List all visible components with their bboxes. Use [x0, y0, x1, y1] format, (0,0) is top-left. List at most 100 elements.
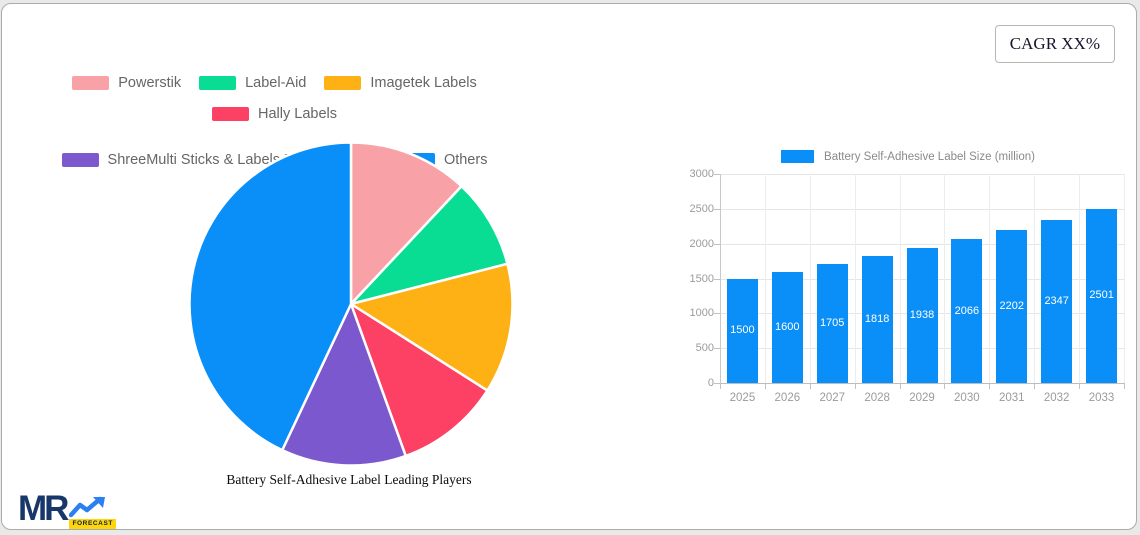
- bar-2027[interactable]: [816, 264, 848, 383]
- x-tick-mark: [1124, 383, 1125, 389]
- bar-legend-label: Battery Self-Adhesive Label Size (millio…: [824, 150, 1035, 163]
- legend-swatch: [324, 76, 362, 90]
- gridline-x: [989, 174, 990, 383]
- gridline-x: [1124, 174, 1125, 383]
- x-tick-mark: [765, 383, 766, 389]
- bar-value-2033: 2501: [1089, 289, 1114, 302]
- x-tick-mark: [944, 383, 945, 389]
- gridline-x: [1079, 174, 1080, 383]
- y-axis-label-0: 0: [707, 377, 714, 389]
- y-axis-label-1500: 1500: [689, 273, 714, 285]
- logo-arrow-block: FORECAST: [69, 495, 116, 529]
- bar-value-2028: 1818: [864, 313, 890, 326]
- y-tick-mark: [714, 279, 720, 280]
- y-tick-mark: [714, 244, 720, 245]
- legend-swatch: [61, 153, 99, 167]
- bar-2033[interactable]: [1086, 208, 1118, 383]
- y-tick-mark: [714, 209, 720, 210]
- y-axis-line: [720, 174, 721, 384]
- chart-card: CAGR XX% Powerstik Label-Aid Imagetek Labe…: [1, 3, 1137, 530]
- x-tick-mark: [855, 383, 856, 389]
- cagr-label: CAGR XX%: [1009, 34, 1100, 53]
- gridline-y-2500: [720, 209, 1124, 210]
- gridline-y-3000: [720, 174, 1124, 175]
- bar-value-2032: 2347: [1044, 294, 1069, 307]
- bar-value-2026: 1600: [775, 320, 800, 333]
- legend-label: Imagetek Labels: [370, 75, 477, 91]
- gridline-x: [900, 174, 901, 383]
- bar-2030[interactable]: [951, 239, 983, 383]
- y-axis-label-3000: 3000: [689, 168, 714, 180]
- bar-value-2029: 1938: [909, 309, 935, 321]
- x-axis-label-2030: 2030: [954, 392, 980, 404]
- bar-2025[interactable]: [726, 278, 758, 383]
- gridline-x: [855, 174, 856, 383]
- pie-slice-powerstik[interactable]: [349, 141, 463, 306]
- pie-slice-shreemulti-sticks-labels-private-limited[interactable]: [280, 302, 407, 467]
- x-axis-label-2028: 2028: [864, 392, 890, 404]
- bar-2026[interactable]: [771, 271, 803, 383]
- legend-label: Label-Aid: [245, 75, 307, 91]
- bar-legend-swatch: [781, 150, 815, 163]
- y-axis-label-2000: 2000: [689, 238, 714, 250]
- x-axis-label-2025: 2025: [729, 392, 756, 404]
- bar-legend-item[interactable]: Battery Self-Adhesive Label Size (millio…: [682, 150, 1134, 163]
- bar-2028[interactable]: [861, 256, 893, 383]
- x-tick-mark: [720, 383, 721, 389]
- x-tick-mark: [810, 383, 811, 389]
- logo-text: MR: [18, 489, 69, 528]
- x-tick-mark: [1034, 383, 1035, 389]
- bar-value-2030: 2066: [954, 304, 980, 317]
- y-axis-label-500: 500: [695, 342, 714, 354]
- y-tick-mark: [714, 313, 720, 314]
- trend-arrow-icon: [69, 496, 106, 518]
- x-tick-mark: [900, 383, 901, 389]
- pie-chart: [188, 141, 514, 467]
- bar-value-2025: 1500: [730, 324, 755, 337]
- bar-2032[interactable]: [1041, 219, 1073, 383]
- x-tick-mark: [989, 383, 990, 389]
- x-tick-mark: [1079, 383, 1080, 389]
- pie-slice-imagetek-labels[interactable]: [349, 262, 514, 392]
- y-tick-mark: [714, 174, 720, 175]
- pie-slice-hally-labels[interactable]: [349, 302, 489, 458]
- legend-item-powerstik[interactable]: Powerstik: [72, 75, 181, 91]
- mr-forecast-logo: MR FORECAST: [18, 489, 116, 529]
- x-axis-label-2026: 2026: [774, 392, 801, 404]
- x-axis-label-2032: 2032: [1043, 392, 1070, 404]
- bar-2031[interactable]: [996, 229, 1028, 383]
- x-axis-label-2029: 2029: [909, 392, 935, 404]
- legend-label: Others: [443, 152, 488, 168]
- bar-2029[interactable]: [906, 248, 938, 383]
- x-axis-label-2033: 2033: [1088, 392, 1115, 404]
- y-tick-mark: [714, 348, 720, 349]
- gridline-x: [1034, 174, 1035, 383]
- gridline-x: [944, 174, 945, 383]
- legend-item-imagetek-labels[interactable]: Imagetek Labels: [324, 75, 477, 91]
- legend-item-label-aid[interactable]: Label-Aid: [199, 75, 306, 91]
- pie-svg: [188, 141, 514, 467]
- pie-chart-title: Battery Self-Adhesive Label Leading Play…: [226, 472, 472, 487]
- gridline-x: [810, 174, 811, 383]
- pie-slice-label-aid[interactable]: [349, 185, 509, 306]
- bar-chart: Battery Self-Adhesive Label Size (millio…: [682, 144, 1134, 414]
- y-tick-mark: [714, 383, 720, 384]
- legend-label: Hally Labels: [258, 106, 337, 122]
- gridline-y-2000: [720, 244, 1124, 245]
- legend-swatch: [199, 76, 237, 90]
- legend-item-hally-labels[interactable]: Hally Labels: [212, 106, 337, 122]
- x-axis-label-2027: 2027: [819, 392, 846, 404]
- pie-slice-others[interactable]: [188, 141, 353, 452]
- y-axis-label-2500: 2500: [689, 203, 714, 215]
- legend-swatch: [212, 107, 249, 121]
- y-axis-label-1000: 1000: [689, 307, 714, 319]
- cagr-badge: CAGR XX%: [994, 25, 1115, 63]
- logo-subtext: FORECAST: [69, 519, 116, 529]
- legend-label: Powerstik: [118, 75, 182, 91]
- gridline-y-0: [720, 383, 1124, 384]
- x-axis-label-2031: 2031: [998, 392, 1025, 404]
- gridline-x: [765, 174, 766, 383]
- legend-swatch: [72, 76, 110, 90]
- bar-value-2027: 1705: [819, 317, 845, 330]
- bar-value-2031: 2202: [999, 299, 1025, 312]
